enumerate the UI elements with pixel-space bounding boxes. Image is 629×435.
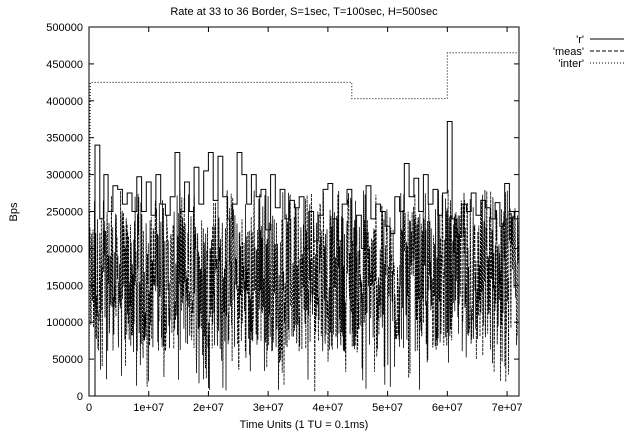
y-tick-label: 450000 [46,59,83,71]
x-tick-label: 7e+07 [492,402,523,414]
chart-title: Rate at 33 to 36 Border, S=1sec, T=100se… [170,6,438,18]
legend-label-r: 'r' [576,34,584,46]
x-tick-label: 4e+07 [312,402,343,414]
y-tick-label: 200000 [46,243,83,255]
x-tick-label: 2e+07 [193,402,224,414]
y-axis-label: Bps [8,202,20,221]
series-meas-line [89,189,519,392]
y-tick-label: 0 [77,391,83,403]
x-tick-label: 1e+07 [133,402,164,414]
series-r-line [89,121,519,396]
legend: 'r' 'meas' 'inter' [553,34,624,70]
x-tick-label: 0 [86,402,92,414]
y-tick-label: 300000 [46,170,83,182]
x-axis-label: Time Units (1 TU = 0.1ms) [240,419,369,431]
legend-label-meas: 'meas' [553,46,584,58]
x-tick-label: 6e+07 [432,402,463,414]
x-axis: 0 1e+07 2e+07 3e+07 4e+07 5e+07 6e+07 7e+07 [86,27,523,414]
x-tick-label: 3e+07 [253,402,284,414]
y-tick-label: 500000 [46,22,83,34]
y-tick-label: 150000 [46,280,83,292]
legend-label-inter: 'inter' [558,58,584,70]
y-tick-label: 350000 [46,133,83,145]
series-inter-line [89,52,519,396]
y-tick-label: 100000 [46,317,83,329]
y-tick-label: 400000 [46,96,83,108]
y-tick-label: 50000 [52,354,83,366]
y-tick-label: 250000 [46,207,83,219]
x-tick-label: 5e+07 [372,402,403,414]
y-axis: 0 50000 100000 150000 200000 250000 300000 3500… [46,22,519,403]
